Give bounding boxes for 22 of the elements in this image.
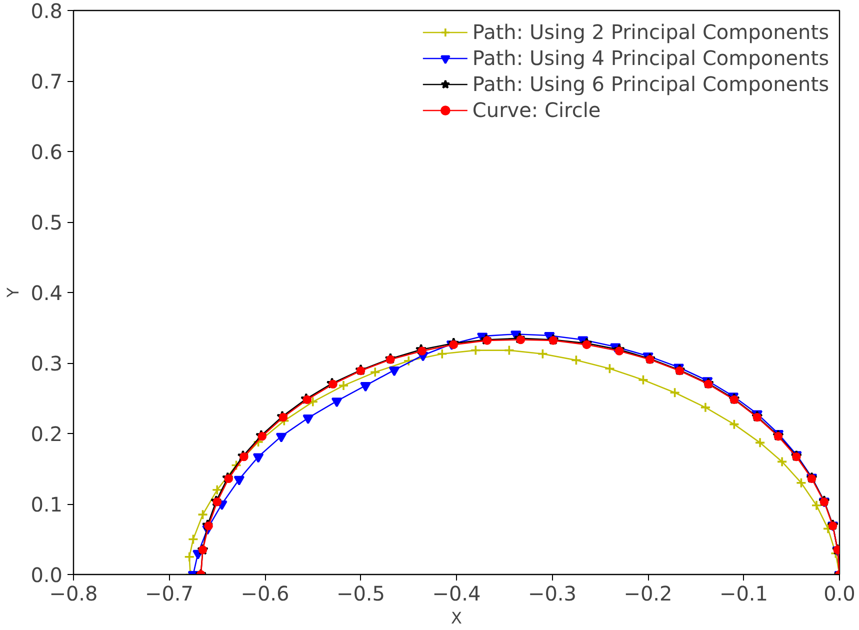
legend-label: Path: Using 2 Principal Components bbox=[472, 20, 829, 44]
x-tick-label: −0.2 bbox=[624, 582, 672, 606]
x-tick-label: 0.0 bbox=[824, 582, 856, 606]
x-tick-label: −0.3 bbox=[528, 582, 577, 606]
y-tick-label: 0.7 bbox=[30, 70, 63, 94]
x-tick-label: −0.5 bbox=[336, 582, 386, 606]
y-axis-title: Y bbox=[4, 287, 23, 298]
y-tick-label: 0.2 bbox=[30, 422, 63, 446]
legend-label: Path: Using 4 Principal Components bbox=[472, 46, 829, 70]
y-tick-label: 0.5 bbox=[30, 210, 63, 234]
x-tick-label: −0.6 bbox=[240, 582, 290, 606]
legend-label: Curve: Circle bbox=[472, 98, 601, 122]
y-tick-label: 0.1 bbox=[30, 492, 63, 516]
y-tick-label: 0.6 bbox=[30, 140, 63, 164]
y-tick-label: 0.4 bbox=[30, 281, 63, 305]
x-tick-label: −0.4 bbox=[432, 582, 481, 606]
y-tick-label: 0.3 bbox=[30, 352, 63, 376]
legend-label: Path: Using 6 Principal Components bbox=[472, 72, 829, 96]
x-axis-title: X bbox=[451, 608, 462, 628]
x-tick-label: −0.1 bbox=[719, 582, 768, 606]
y-tick-label: 0.8 bbox=[30, 0, 63, 23]
x-tick-label: −0.7 bbox=[144, 582, 194, 606]
